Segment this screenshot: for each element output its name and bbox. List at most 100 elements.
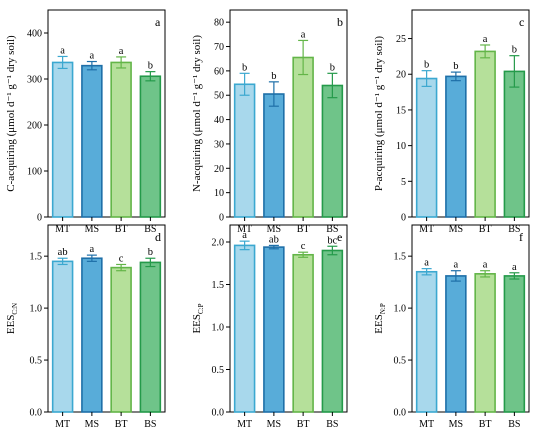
significance-label: a — [424, 258, 429, 269]
bar-ms — [445, 75, 467, 218]
axes-frame — [229, 9, 348, 218]
bar-ms — [263, 93, 285, 218]
x-tick-label: MS — [267, 224, 281, 235]
y-tick-label: 25 — [396, 34, 406, 45]
significance-label: b — [512, 45, 517, 56]
panel-d: 0.0 0.5 1.0 1.5 EESC:N d ab MT a MS c BT b BS — [5, 224, 166, 430]
y-tick-label: 400 — [27, 29, 42, 40]
significance-label: a — [483, 260, 488, 271]
x-tick-label: BS — [508, 224, 520, 235]
bar-mt — [415, 77, 438, 218]
x-tick-label: BS — [326, 224, 338, 235]
panel-letter: c — [519, 15, 524, 29]
significance-label: a — [90, 244, 95, 255]
bar-bs — [139, 261, 162, 413]
y-tick-label: 0.5 — [394, 356, 407, 367]
significance-label: a — [454, 260, 459, 271]
significance-label: c — [119, 253, 124, 264]
bar-bs — [503, 275, 526, 413]
y-tick-label: 200 — [27, 121, 42, 132]
y-tick-label: 20 — [214, 164, 224, 175]
significance-label: a — [242, 230, 247, 241]
y-tick-label: 10 — [214, 188, 224, 199]
significance-label: a — [90, 51, 95, 62]
bar-ms — [263, 246, 285, 413]
significance-label: ab — [269, 234, 279, 245]
bar-mt — [233, 244, 256, 413]
significance-label: a — [483, 34, 488, 45]
y-tick-label: 0 — [37, 213, 42, 224]
significance-label: b — [271, 71, 276, 82]
significance-label: bc — [327, 235, 337, 246]
x-tick-label: MS — [85, 419, 99, 430]
y-tick-label: 0.0 — [394, 408, 407, 419]
y-tick-label: 300 — [27, 75, 42, 86]
bar-mt — [51, 61, 74, 218]
x-tick-label: MT — [237, 419, 252, 430]
x-tick-label: BS — [508, 419, 520, 430]
y-tick-label: 80 — [214, 18, 224, 29]
axes-frame — [47, 9, 166, 218]
y-tick-label: 0 — [401, 213, 406, 224]
bar-bt — [110, 61, 132, 218]
x-tick-label: MS — [449, 419, 463, 430]
significance-label: ab — [58, 247, 68, 258]
y-tick-label: 50 — [214, 91, 224, 102]
bar-bs — [321, 84, 344, 218]
y-tick-label: 1.0 — [212, 323, 225, 334]
panel-c: 0 5 10 15 20 25 P-acquiring (μmol d⁻¹ g⁻¹ dry … — [373, 9, 530, 235]
y-axis-label: C-acquiring (μmol d⁻¹ g⁻¹ dry soil) — [5, 35, 17, 192]
axes-frame — [411, 224, 530, 413]
bar-bs — [503, 70, 526, 218]
x-tick-label: BT — [479, 419, 492, 430]
y-tick-label: 0 — [219, 213, 224, 224]
y-tick-label: 20 — [396, 70, 406, 81]
y-tick-label: 0.5 — [212, 365, 225, 376]
bar-bt — [110, 266, 132, 413]
x-tick-label: MT — [419, 224, 434, 235]
y-tick-label: 0.0 — [30, 408, 43, 419]
x-tick-label: MS — [85, 224, 99, 235]
bar-ms — [445, 275, 467, 413]
significance-label: a — [119, 46, 124, 57]
axes-frame — [47, 224, 166, 413]
bar-ms — [81, 64, 103, 218]
significance-label: b — [453, 61, 458, 72]
bar-bs — [321, 249, 344, 413]
panel-letter: b — [337, 15, 343, 29]
significance-label: c — [301, 241, 306, 252]
y-tick-label: 40 — [214, 115, 224, 126]
y-axis-label: P-acquiring (μmol d⁻¹ g⁻¹ dry soil) — [373, 36, 385, 192]
significance-label: b — [148, 61, 153, 72]
significance-label: b — [424, 60, 429, 71]
y-tick-label: 30 — [214, 139, 224, 150]
axes-frame — [229, 224, 348, 413]
y-tick-label: 0.0 — [212, 408, 225, 419]
y-axis-label: EESC:P — [191, 303, 205, 333]
x-tick-label: BT — [115, 224, 128, 235]
significance-label: b — [242, 62, 247, 73]
significance-label: b — [330, 62, 335, 73]
x-tick-label: BT — [297, 419, 310, 430]
y-axis-label: N-acquiring (μmol d⁻¹ g⁻¹ dry soil) — [191, 35, 203, 192]
y-tick-label: 1.0 — [394, 304, 407, 315]
y-tick-label: 5 — [401, 177, 406, 188]
x-tick-label: BS — [144, 224, 156, 235]
x-tick-label: MT — [237, 224, 252, 235]
x-tick-label: MT — [55, 419, 70, 430]
panel-f: 0.0 0.5 1.0 1.5 EESN:P f a MT a MS a BT a BS — [373, 224, 530, 430]
bar-mt — [415, 270, 438, 413]
panel-letter: e — [337, 230, 342, 244]
x-tick-label: BS — [144, 419, 156, 430]
panel-b: 0 10 20 30 40 50 60 70 80 N-acquiring (μmol d⁻¹ g… — [191, 9, 348, 235]
y-tick-label: 1.5 — [212, 280, 225, 291]
x-tick-label: MS — [267, 419, 281, 430]
significance-label: a — [301, 29, 306, 40]
y-tick-label: 1.5 — [30, 252, 43, 263]
panel-letter: f — [519, 230, 523, 244]
y-tick-label: 10 — [396, 141, 406, 152]
bar-bt — [474, 273, 496, 413]
y-axis-label: EESC:N — [5, 303, 19, 334]
